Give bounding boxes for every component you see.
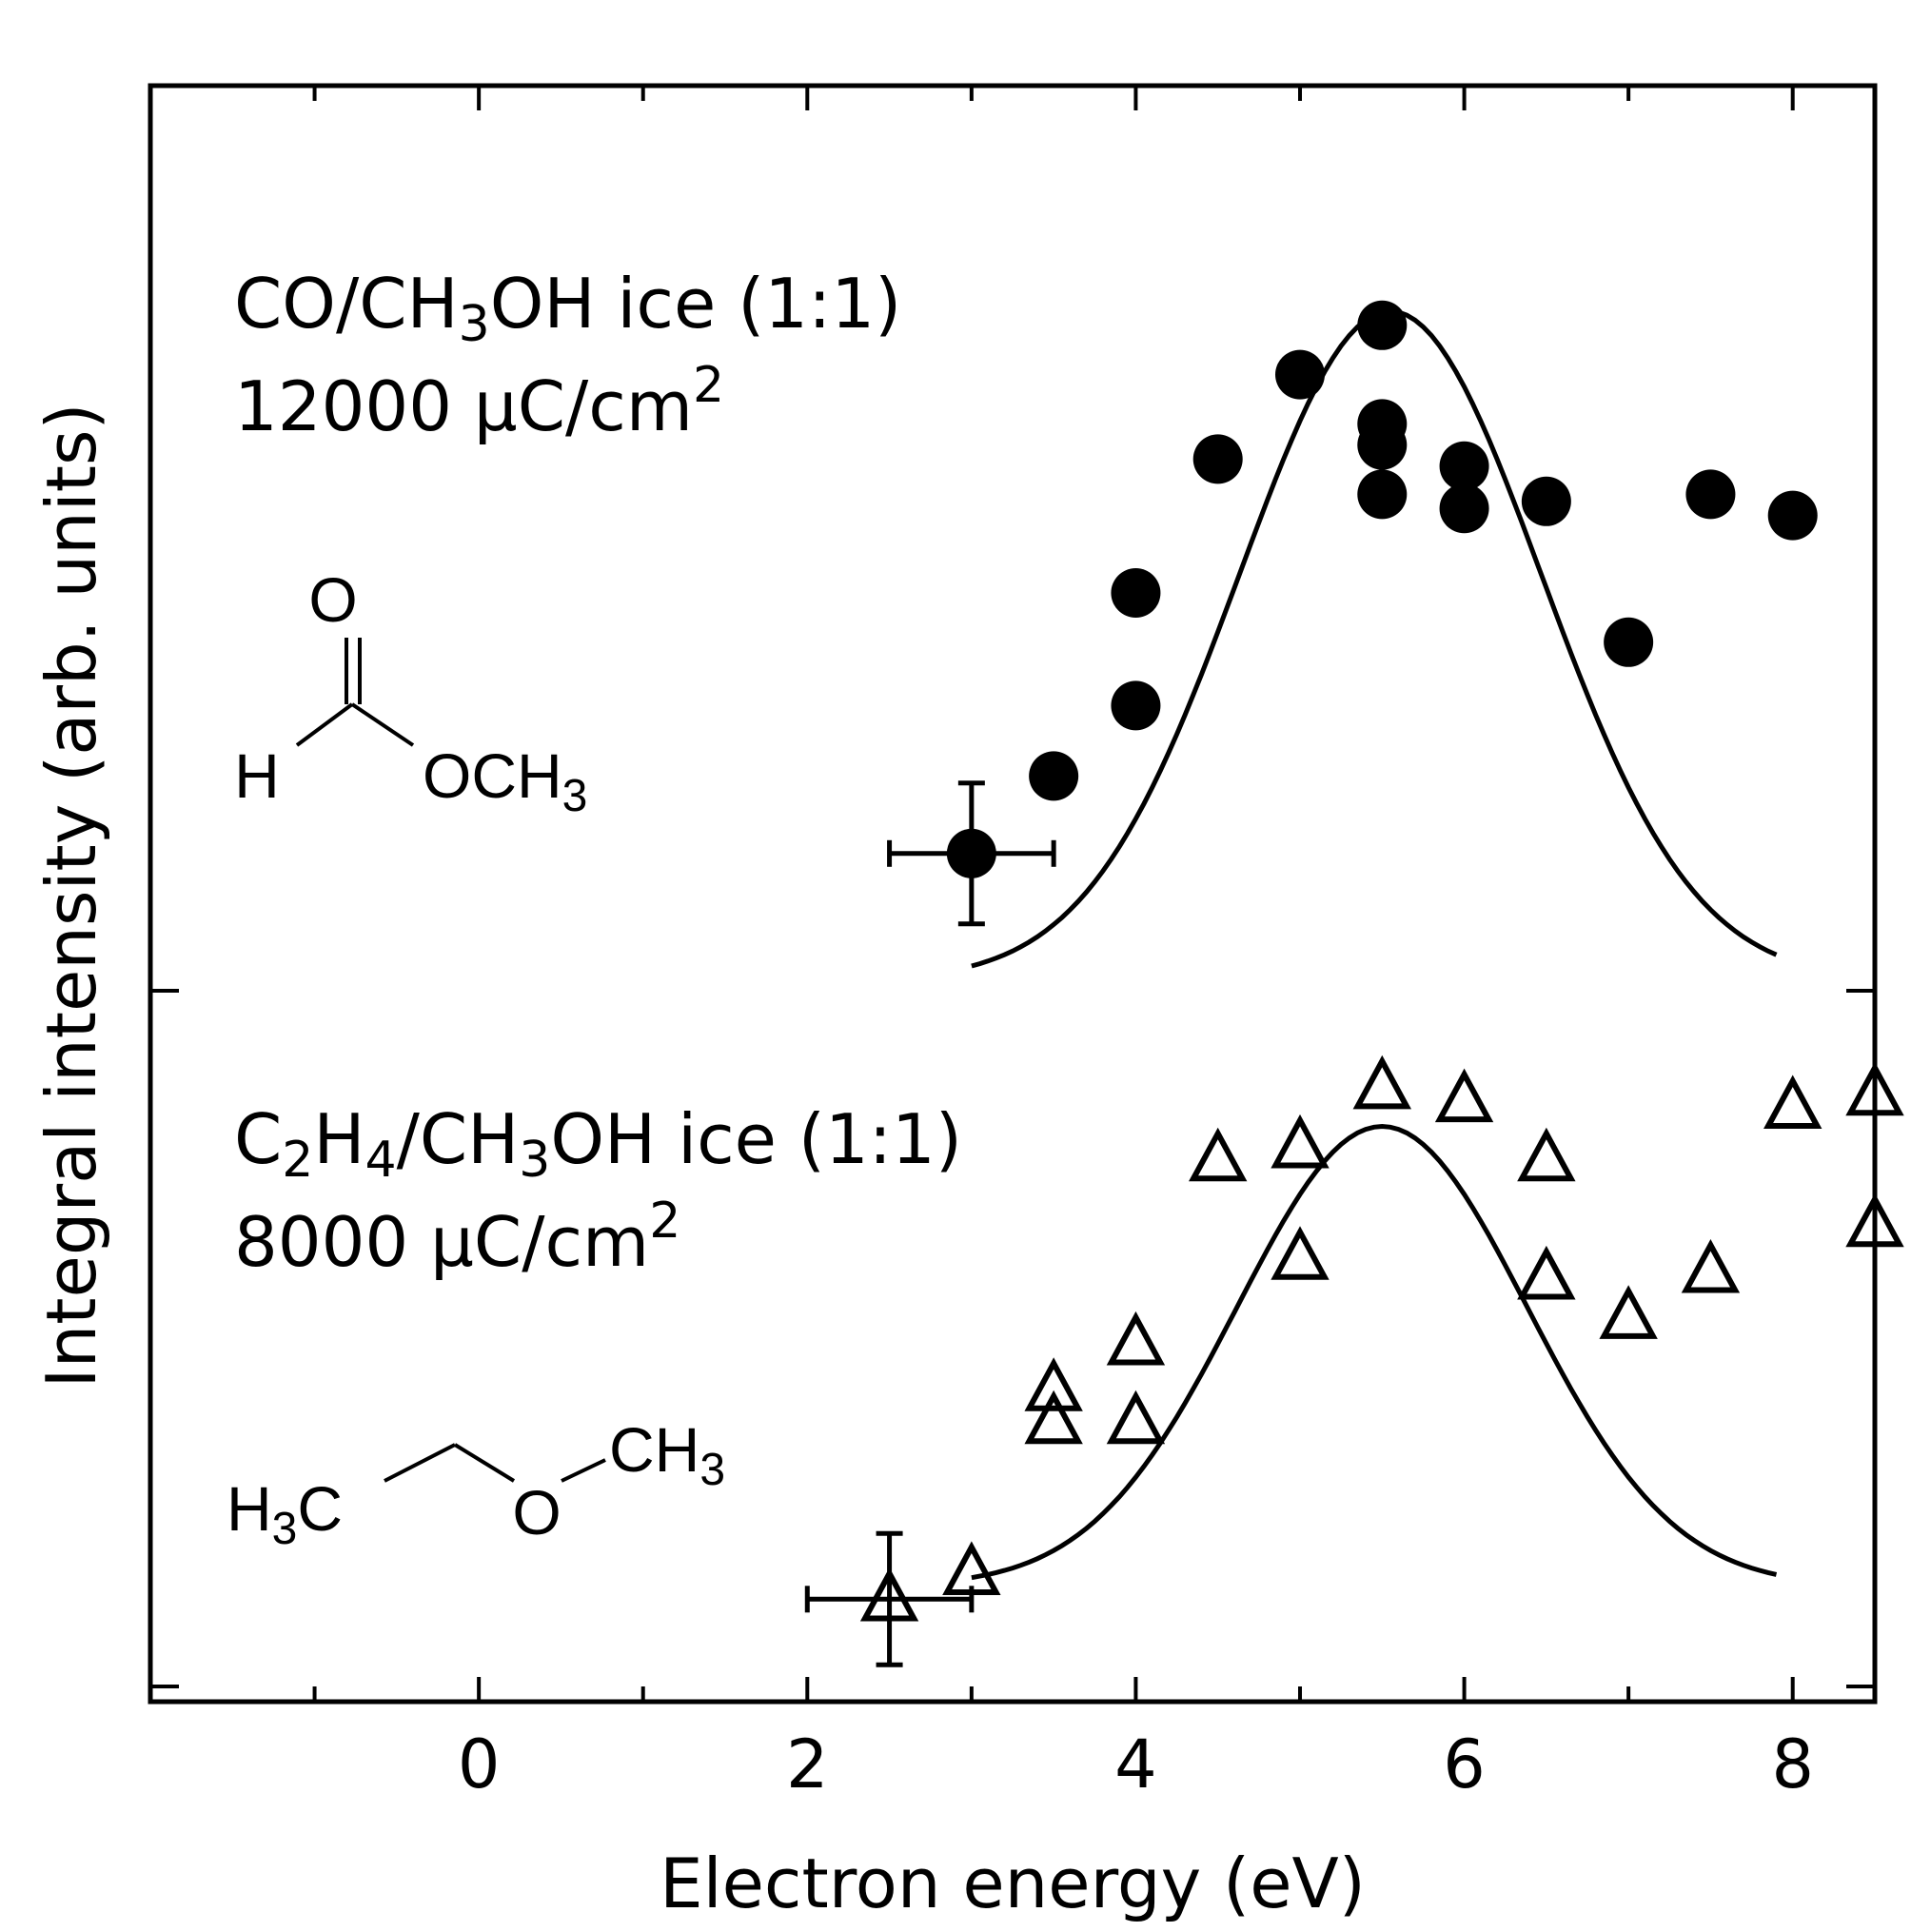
data-point-triangle <box>1189 1127 1248 1182</box>
bottom-label-sub: 4 <box>365 1132 397 1189</box>
x-axis-ticks <box>312 86 1795 1702</box>
top-label-part: OH ice (1:1) <box>490 264 902 344</box>
data-point-circle <box>1357 469 1408 520</box>
data-point-triangle <box>1106 1390 1166 1445</box>
x-tick-label: 2 <box>786 1725 829 1804</box>
x-axis-tick-labels: 0 2 4 6 8 <box>458 1725 1814 1804</box>
bottom-dose-sup: 2 <box>649 1193 680 1250</box>
data-point-circle <box>1111 568 1161 618</box>
mf-h-label: H <box>234 740 280 811</box>
mf-bond-right <box>350 702 415 747</box>
data-point-triangle <box>1024 1390 1083 1445</box>
mee-bond-2 <box>453 1443 516 1483</box>
mee-h3c-label: H3C <box>227 1473 343 1554</box>
data-point-triangle <box>1024 1357 1083 1411</box>
top-panel-series <box>887 300 1818 969</box>
top-label-part: CO/CH <box>234 264 459 344</box>
bottom-panel-label-line2: 8000 µC/cm2 <box>234 1193 680 1282</box>
data-point-circle <box>1357 420 1408 470</box>
methyl-formate-structure: O H OCH3 <box>234 564 587 821</box>
data-point-triangle <box>1845 1193 1904 1248</box>
bottom-panel-label-line1: C2H4/CH3OH ice (1:1) <box>234 1099 962 1189</box>
top-label-sub: 3 <box>459 296 490 353</box>
top-panel-label-line1: CO/CH3OH ice (1:1) <box>234 264 901 353</box>
data-point-circle <box>1275 349 1325 400</box>
data-point-circle <box>1029 751 1079 801</box>
data-point-triangle <box>1271 1114 1330 1169</box>
bottom-dose-value: 8000 µC/cm <box>234 1202 649 1282</box>
bottom-label-part: OH ice (1:1) <box>550 1099 962 1179</box>
data-point-circle <box>1357 300 1408 350</box>
data-point-triangle <box>1271 1226 1330 1280</box>
data-point-circle <box>1767 490 1818 541</box>
mf-och3-label: OCH3 <box>423 740 587 821</box>
data-point-triangle <box>1763 1074 1822 1130</box>
data-point-triangle <box>1845 1061 1904 1116</box>
top-dose-sup: 2 <box>693 357 724 414</box>
x-tick-label: 6 <box>1443 1725 1486 1804</box>
mee-h3c-sub: 3 <box>272 1504 298 1554</box>
data-point-circle <box>1604 617 1654 667</box>
mf-o-label: O <box>308 564 357 635</box>
x-tick-label: 4 <box>1114 1725 1157 1804</box>
top-panel-label-line2: 12000 µC/cm2 <box>234 357 724 446</box>
data-point-triangle <box>1517 1245 1576 1300</box>
data-point-triangle <box>1681 1239 1741 1293</box>
bottom-fit-curve <box>971 1123 1778 1581</box>
data-point-circle <box>1192 434 1243 484</box>
bottom-label-sub: 2 <box>282 1132 313 1189</box>
mf-och3-main: OCH <box>423 740 562 811</box>
mee-ch3-main: CH <box>609 1414 699 1485</box>
data-point-triangle <box>1517 1127 1576 1182</box>
x-tick-label: 0 <box>458 1725 501 1804</box>
plot-frame <box>148 83 1878 1705</box>
data-point-triangle <box>1599 1285 1658 1339</box>
x-axis-label: Electron energy (eV) <box>660 1843 1366 1923</box>
data-point-triangle <box>1352 1055 1411 1110</box>
mee-h3c-h: H <box>227 1473 272 1544</box>
data-point-circle <box>1439 441 1489 491</box>
top-dose-value: 12000 µC/cm <box>234 366 693 446</box>
data-point-circle <box>1439 483 1489 534</box>
mee-bond-1 <box>384 1443 456 1483</box>
mee-ch3-label: CH3 <box>609 1414 725 1495</box>
bottom-label-sub: 3 <box>519 1132 550 1189</box>
mf-och3-sub: 3 <box>562 771 588 821</box>
bottom-label-part: C <box>234 1099 282 1179</box>
mee-ch3-sub: 3 <box>699 1445 725 1495</box>
data-point-circle <box>1111 680 1161 731</box>
data-point-triangle <box>1434 1068 1494 1123</box>
bottom-label-part: /CH <box>397 1099 520 1179</box>
data-point-triangle <box>859 1567 919 1622</box>
mee-h3c-c: C <box>297 1473 343 1544</box>
mee-bond-3 <box>561 1458 606 1483</box>
data-point-circle <box>1685 469 1736 520</box>
data-point-triangle <box>1106 1311 1166 1366</box>
mee-o-label: O <box>512 1477 561 1548</box>
bottom-panel-series <box>804 1055 1904 1667</box>
y-axis-label: Integral intensity (arb. units) <box>31 403 111 1388</box>
data-point-triangle <box>942 1541 1001 1595</box>
bottom-label-part: H <box>313 1099 364 1179</box>
data-point-circle <box>1521 476 1571 526</box>
x-tick-label: 8 <box>1771 1725 1814 1804</box>
data-point-circle <box>946 828 996 878</box>
mf-bond-left <box>295 702 354 747</box>
methyl-ethyl-ether-structure: H3C O CH3 <box>227 1414 725 1554</box>
